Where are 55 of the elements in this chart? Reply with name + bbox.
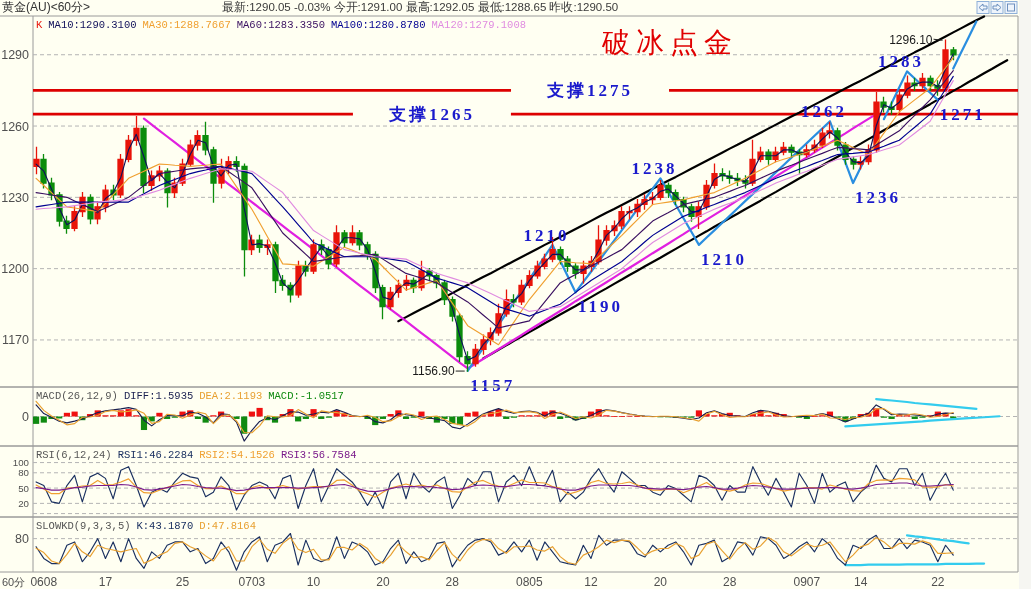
chart-title: RSI(6,12,24) bbox=[36, 449, 112, 461]
x-tick-label: 0805 bbox=[516, 575, 544, 589]
ref-line-label: 支撑1265 bbox=[387, 105, 475, 125]
series-label: DEA:2.1193 bbox=[199, 390, 263, 402]
text: MA60:1283.3350 bbox=[236, 19, 325, 31]
x-tick-label: 0907 bbox=[793, 575, 821, 589]
ref-line-label: 支撑1275 bbox=[546, 81, 634, 101]
series-label: MACD:-1.0517 bbox=[268, 390, 344, 402]
text: MA10:1290.3100 bbox=[48, 19, 137, 31]
y-tick-label: 1170 bbox=[2, 333, 30, 348]
text: RSI3:56.7584 bbox=[280, 449, 357, 461]
x-axis-title: 60分 bbox=[2, 576, 26, 588]
x-tick-label: 10 bbox=[306, 575, 321, 589]
y-tick-label: 1260 bbox=[1, 119, 30, 134]
series-label: K:43.1870 bbox=[136, 520, 194, 532]
y-tick-label: 80 bbox=[18, 467, 30, 479]
series-label: RSI1:46.2284 bbox=[117, 449, 194, 461]
text: K bbox=[36, 19, 43, 31]
data-label: 1210 bbox=[523, 225, 570, 245]
series-label: DIFF:1.5935 bbox=[123, 390, 194, 402]
chart-subtitle: 黄金(AU)<60分> bbox=[2, 0, 91, 14]
text: RSI2:54.1526 bbox=[199, 449, 275, 461]
x-tick-label: 0608 bbox=[30, 575, 58, 589]
y-tick-label: 1230 bbox=[1, 190, 30, 205]
text: 1156.90 bbox=[412, 364, 455, 379]
x-tick-label: 25 bbox=[175, 575, 190, 589]
data-label: 1190 bbox=[578, 297, 624, 317]
y-tick-label: 1290 bbox=[1, 48, 30, 63]
x-tick-label: 20 bbox=[376, 575, 390, 589]
x-tick-label: 17 bbox=[98, 575, 113, 589]
y-tick-label: 50 bbox=[18, 482, 30, 494]
chart-title: 破冰点金 bbox=[601, 27, 738, 58]
y-tick-label: 1200 bbox=[1, 262, 30, 277]
chart-title: SLOWKD(9,3,3,5) bbox=[36, 520, 131, 532]
text: MA30:1288.7667 bbox=[142, 19, 231, 31]
text: MA100:1280.8780 bbox=[330, 19, 426, 31]
x-tick-label: 0703 bbox=[238, 575, 266, 589]
y-tick-label: 20 bbox=[18, 497, 30, 509]
data-label: 1210 bbox=[700, 249, 747, 269]
text: MA120:1279.1008 bbox=[431, 19, 526, 31]
data-label: 1157 bbox=[470, 375, 516, 395]
ref-line-label: 0 bbox=[22, 410, 30, 424]
text: 最新:1290.05 -0.03% 今开:1291.00 最高:1292.05 最低:1288.65 昨收:1290.50 bbox=[222, 0, 619, 13]
x-tick-label: 28 bbox=[723, 575, 737, 589]
data-label: 1236 bbox=[855, 188, 902, 208]
x-tick-label: 14 bbox=[854, 575, 868, 589]
series-label: D:47.8164 bbox=[199, 520, 256, 532]
data-label: 1238 bbox=[631, 159, 678, 179]
y-tick-label: 100 bbox=[12, 457, 30, 469]
x-tick-label: 22 bbox=[931, 575, 945, 589]
chart-title: MACD(26,12,9) bbox=[36, 390, 118, 402]
text: 1296.10 bbox=[889, 33, 933, 48]
x-tick-label: 28 bbox=[445, 575, 460, 589]
x-tick-label: 12 bbox=[584, 575, 599, 589]
x-tick-label: 20 bbox=[653, 575, 668, 589]
